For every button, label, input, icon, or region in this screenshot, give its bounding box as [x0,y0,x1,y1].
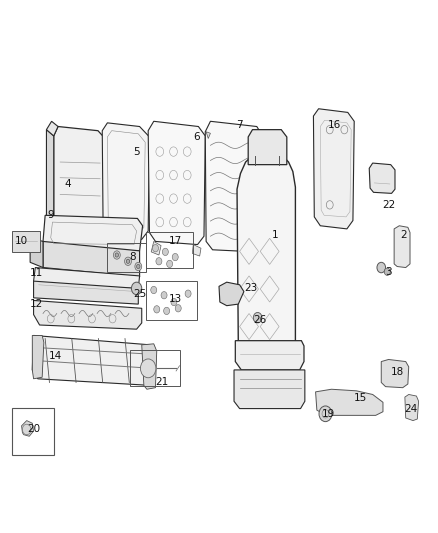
Polygon shape [102,123,149,239]
Polygon shape [314,109,354,229]
Text: 2: 2 [400,230,407,240]
Polygon shape [46,130,54,238]
Circle shape [124,257,131,265]
Circle shape [154,306,160,313]
Text: 20: 20 [27,424,40,434]
Bar [130,350,180,385]
Text: 25: 25 [133,289,146,298]
Polygon shape [394,226,410,268]
Text: 5: 5 [133,147,140,157]
Text: 18: 18 [391,367,404,377]
Circle shape [156,257,162,265]
Circle shape [141,359,156,378]
Text: 22: 22 [382,200,395,210]
Bar [12,408,54,455]
Polygon shape [206,132,210,139]
Polygon shape [405,394,419,421]
Polygon shape [34,268,140,288]
Circle shape [171,298,177,306]
Polygon shape [148,122,205,245]
Circle shape [161,292,167,299]
Polygon shape [34,281,138,304]
Text: 19: 19 [322,409,335,419]
Polygon shape [192,245,201,256]
Circle shape [384,268,390,276]
Circle shape [377,262,385,273]
Polygon shape [34,301,142,329]
Polygon shape [46,122,58,136]
Bar [146,232,193,268]
Polygon shape [43,241,140,277]
Circle shape [113,251,120,259]
Polygon shape [54,126,106,249]
Text: 17: 17 [169,237,182,246]
Polygon shape [32,335,155,385]
Circle shape [162,248,168,255]
Polygon shape [315,389,383,415]
Circle shape [164,307,170,314]
Text: 10: 10 [15,237,28,246]
Circle shape [126,259,130,263]
Polygon shape [21,421,34,436]
Polygon shape [237,156,295,354]
Text: 8: 8 [129,252,136,262]
Polygon shape [258,136,263,141]
Circle shape [152,245,159,252]
Text: 3: 3 [385,266,392,277]
Circle shape [166,260,173,268]
Polygon shape [205,122,263,252]
Text: 13: 13 [169,294,182,304]
Text: 16: 16 [328,120,341,131]
Text: 26: 26 [253,315,266,325]
Text: 1: 1 [272,230,278,240]
Circle shape [172,254,178,261]
Circle shape [253,312,262,323]
Text: 24: 24 [405,403,418,414]
Bar [12,231,40,252]
Text: 6: 6 [193,132,200,142]
Text: 23: 23 [244,284,258,294]
Circle shape [131,282,142,295]
Circle shape [185,290,191,297]
Polygon shape [235,341,304,370]
Circle shape [115,253,119,257]
Polygon shape [30,238,43,268]
Bar [107,243,146,272]
Text: 11: 11 [30,268,43,278]
Bar [146,280,197,320]
Text: 14: 14 [49,351,62,361]
Polygon shape [32,335,44,379]
Circle shape [151,286,157,294]
Text: 12: 12 [30,299,43,309]
Polygon shape [369,163,395,193]
Circle shape [137,264,140,269]
Circle shape [319,406,332,422]
Polygon shape [234,370,305,409]
Text: 21: 21 [156,377,169,387]
Polygon shape [142,344,157,389]
Text: 15: 15 [354,393,367,403]
Text: 9: 9 [47,211,54,220]
Polygon shape [381,359,409,387]
Circle shape [175,305,181,312]
Polygon shape [151,241,161,255]
Polygon shape [219,282,244,306]
Polygon shape [43,215,143,251]
Text: 7: 7 [236,120,243,131]
Circle shape [135,262,142,271]
Polygon shape [248,130,287,165]
Text: 4: 4 [64,179,71,189]
